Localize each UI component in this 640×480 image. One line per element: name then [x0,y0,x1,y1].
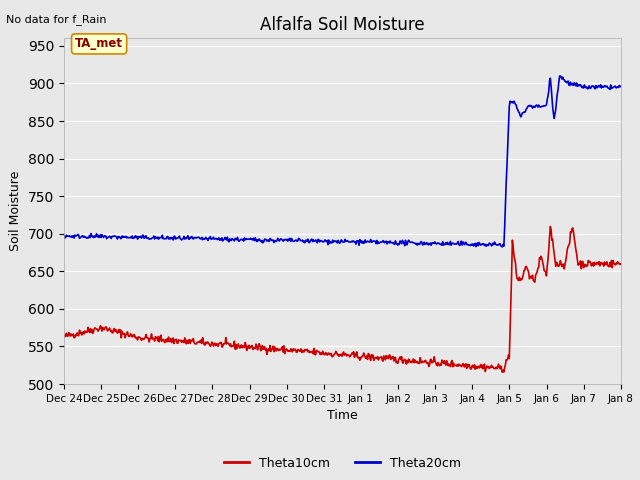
Theta10cm [127,332,135,338]
Theta20cm [60,233,68,239]
Text: No data for f_Rain: No data for f_Rain [6,14,107,25]
Theta10cm [214,341,221,347]
Line: Theta20cm: Theta20cm [64,76,621,247]
Line: Theta10cm: Theta10cm [64,227,621,372]
Theta20cm [426,240,434,246]
Theta20cm [410,240,418,246]
Theta10cm [60,333,68,338]
Title: Alfalfa Soil Moisture: Alfalfa Soil Moisture [260,16,425,34]
Theta20cm [617,84,625,89]
Theta20cm [70,235,78,241]
Theta10cm [499,369,506,375]
Theta20cm [184,233,192,239]
X-axis label: Time: Time [327,409,358,422]
Text: TA_met: TA_met [75,37,123,50]
Theta10cm [617,261,625,267]
Theta20cm [557,73,564,79]
Theta20cm [127,235,135,241]
Theta10cm [410,360,418,366]
Theta10cm [184,341,192,347]
Theta10cm [70,335,78,341]
Theta10cm [426,357,434,362]
Theta20cm [214,237,221,242]
Theta20cm [499,244,506,250]
Theta10cm [547,224,554,229]
Y-axis label: Soil Moisture: Soil Moisture [10,171,22,252]
Legend: Theta10cm, Theta20cm: Theta10cm, Theta20cm [219,452,466,475]
